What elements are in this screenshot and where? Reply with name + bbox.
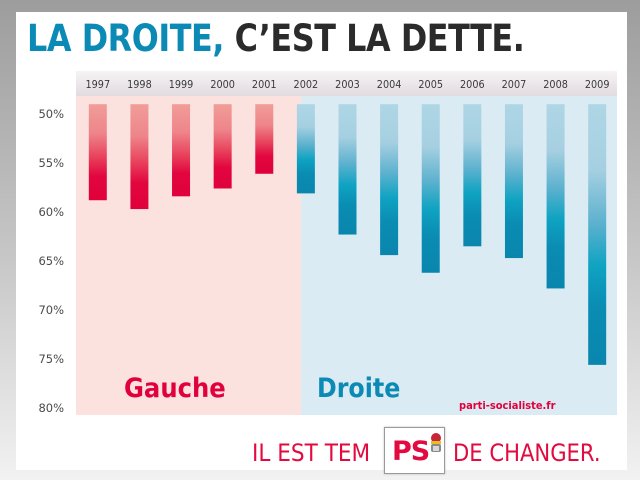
y-axis: 50% 55% 60% 65% 70% 75% 80% bbox=[38, 107, 64, 415]
bar-2008 bbox=[546, 104, 565, 289]
year-header-band bbox=[76, 71, 617, 96]
droite-label: Droite bbox=[317, 372, 400, 404]
title-rest: C’EST LA DETTE. bbox=[234, 17, 525, 60]
x-tick-label: 2002 bbox=[294, 78, 319, 91]
x-tick-label: 2001 bbox=[252, 78, 277, 91]
x-tick-label: 2009 bbox=[585, 78, 610, 91]
slogan-before: IL EST TEM bbox=[252, 439, 371, 467]
slogan-after: DE CHANGER. bbox=[453, 439, 601, 467]
x-tick-label: 2006 bbox=[460, 78, 485, 91]
bar-1998 bbox=[130, 104, 149, 210]
x-tick-label: 2004 bbox=[377, 78, 402, 91]
bar-2001 bbox=[255, 104, 274, 174]
y-tick-label: 60% bbox=[38, 205, 64, 219]
bar-2009 bbox=[588, 104, 607, 365]
y-tick-label: 80% bbox=[38, 401, 64, 415]
bar-1999 bbox=[172, 104, 191, 197]
y-tick-label: 75% bbox=[38, 352, 64, 366]
x-tick-label: 1999 bbox=[169, 78, 194, 91]
x-tick-label: 2005 bbox=[418, 78, 443, 91]
bar-1997 bbox=[88, 104, 107, 201]
x-tick-label: 2000 bbox=[210, 78, 235, 91]
x-tick-label: 2003 bbox=[335, 78, 360, 91]
bar-2003 bbox=[338, 104, 357, 235]
gauche-label: Gauche bbox=[124, 373, 226, 405]
x-tick-label: 2007 bbox=[502, 78, 527, 91]
rose-fist-icon bbox=[431, 433, 441, 452]
source-label[interactable]: parti-socialiste.fr bbox=[459, 400, 556, 413]
bar-2000 bbox=[213, 104, 232, 189]
y-tick-label: 70% bbox=[38, 303, 64, 317]
y-tick-label: 65% bbox=[38, 254, 64, 268]
ps-logo-text: PS bbox=[392, 436, 430, 467]
x-axis-labels: 1997 1998 1999 2000 2001 2002 2003 2004 2005 2006… bbox=[85, 78, 609, 91]
ps-logo[interactable]: PS bbox=[384, 427, 445, 474]
title-highlight: LA DROITE, bbox=[27, 17, 225, 60]
y-tick-label: 55% bbox=[38, 156, 64, 170]
x-tick-label: 2008 bbox=[543, 78, 568, 91]
x-tick-label: 1997 bbox=[85, 78, 110, 91]
bar-2002 bbox=[296, 104, 315, 194]
bar-2007 bbox=[504, 104, 523, 259]
bars bbox=[88, 104, 607, 365]
y-tick-label: 50% bbox=[38, 107, 64, 121]
poster-title: LA DROITE, C’EST LA DETTE. bbox=[27, 17, 525, 60]
bar-2005 bbox=[421, 104, 440, 273]
bar-2004 bbox=[380, 104, 399, 256]
bar-2006 bbox=[463, 104, 482, 247]
x-tick-label: 1998 bbox=[127, 78, 152, 91]
